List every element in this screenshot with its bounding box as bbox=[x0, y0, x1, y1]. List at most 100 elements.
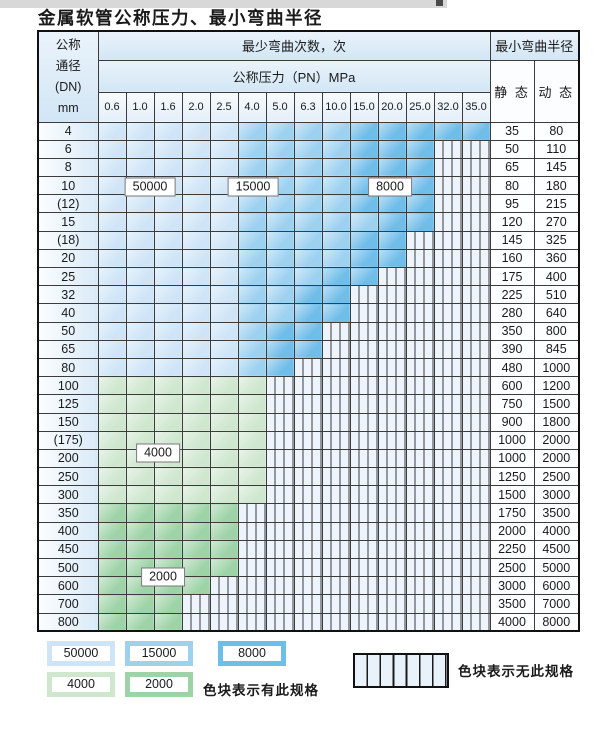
spec-cell bbox=[97, 448, 127, 469]
dynamic-value-cell: 1500 bbox=[533, 394, 580, 414]
spec-cell bbox=[293, 485, 323, 505]
dn-cell: 8 bbox=[37, 157, 99, 178]
spec-cell bbox=[153, 121, 183, 141]
spec-cell bbox=[433, 594, 463, 614]
spec-cell bbox=[153, 503, 183, 523]
spec-cell bbox=[209, 594, 239, 614]
table-row: 40 280 640 bbox=[37, 303, 580, 323]
spec-cell bbox=[97, 394, 127, 414]
spec-cell bbox=[349, 539, 379, 560]
dn-header-line: 通径 bbox=[55, 58, 81, 73]
static-value-cell: 225 bbox=[489, 285, 535, 305]
spec-cell bbox=[293, 230, 323, 250]
static-value-cell: 95 bbox=[489, 194, 535, 214]
spec-cell bbox=[405, 430, 435, 450]
table-row: 800 4000 8000 bbox=[37, 612, 580, 632]
spec-cell bbox=[209, 212, 239, 232]
spec-cell bbox=[433, 357, 463, 378]
spec-cell bbox=[237, 503, 267, 523]
dn-header-cell: 公称 通径 (DN) mm bbox=[37, 30, 99, 123]
spec-cell bbox=[237, 248, 267, 269]
spec-cell bbox=[405, 194, 435, 214]
table-row: 250 1250 2500 bbox=[37, 467, 580, 487]
spec-cell bbox=[153, 321, 183, 341]
spec-cell bbox=[265, 339, 295, 359]
spec-cell bbox=[97, 594, 127, 614]
spec-cell bbox=[125, 521, 155, 541]
spec-cell bbox=[293, 212, 323, 232]
spec-cell bbox=[181, 376, 211, 396]
table-row: 10 80 180 bbox=[37, 176, 580, 196]
spec-table: 公称 通径 (DN) mm 最少弯曲次数，次 最小弯曲半径 公称压力（PN）MP… bbox=[37, 30, 581, 633]
spec-cell bbox=[181, 303, 211, 323]
legend-chip: 2000 bbox=[125, 672, 193, 697]
spec-cell bbox=[293, 339, 323, 359]
spec-cell bbox=[209, 248, 239, 269]
table-row: 150 900 1800 bbox=[37, 412, 580, 432]
spec-cell bbox=[153, 539, 183, 560]
spec-cell bbox=[321, 248, 351, 269]
spec-cell bbox=[377, 303, 407, 323]
spec-cell bbox=[433, 376, 463, 396]
pressure-value-cell: 6.3 bbox=[293, 91, 323, 123]
spec-cell bbox=[97, 485, 127, 505]
spec-cell bbox=[125, 121, 155, 141]
spec-cell bbox=[181, 194, 211, 214]
spec-cell bbox=[321, 139, 351, 159]
pressure-value-cell: 1.6 bbox=[153, 91, 183, 123]
legend-chip-label: 15000 bbox=[130, 646, 188, 661]
spec-cell bbox=[97, 376, 127, 396]
spec-cell bbox=[125, 266, 155, 287]
spec-cell bbox=[405, 121, 435, 141]
table-row: 4 35 80 bbox=[37, 121, 580, 141]
table-row: 65 390 845 bbox=[37, 339, 580, 359]
spec-cell bbox=[433, 485, 463, 505]
static-value-cell: 1000 bbox=[489, 430, 535, 450]
spec-cell bbox=[209, 157, 239, 178]
pressure-header-cell: 公称压力（PN）MPa bbox=[97, 59, 491, 93]
spec-cell bbox=[209, 194, 239, 214]
dynamic-value-cell: 270 bbox=[533, 212, 580, 232]
pressure-value-cell: 15.0 bbox=[349, 91, 379, 123]
spec-cell bbox=[321, 321, 351, 341]
dn-cell: 20 bbox=[37, 248, 99, 269]
dn-cell: 125 bbox=[37, 394, 99, 414]
spec-cell bbox=[349, 303, 379, 323]
spec-cell bbox=[97, 430, 127, 450]
region-label: 4000 bbox=[136, 443, 180, 463]
spec-cell bbox=[461, 121, 491, 141]
spec-cell bbox=[405, 612, 435, 632]
spec-cell bbox=[237, 230, 267, 250]
spec-cell bbox=[293, 594, 323, 614]
spec-cell bbox=[293, 194, 323, 214]
spec-cell bbox=[377, 157, 407, 178]
table-row: 25 175 400 bbox=[37, 266, 580, 287]
spec-cell bbox=[153, 248, 183, 269]
spec-cell bbox=[153, 230, 183, 250]
spec-cell bbox=[349, 594, 379, 614]
pressure-value-cell: 25.0 bbox=[405, 91, 435, 123]
spec-cell bbox=[153, 285, 183, 305]
table-row: 300 1500 3000 bbox=[37, 485, 580, 505]
spec-cell bbox=[349, 467, 379, 487]
spec-cell bbox=[349, 485, 379, 505]
spec-cell bbox=[377, 576, 407, 596]
pressure-value-cell: 2.0 bbox=[181, 91, 211, 123]
dynamic-value-cell: 215 bbox=[533, 194, 580, 214]
dn-cell: 80 bbox=[37, 357, 99, 378]
spec-cell bbox=[377, 266, 407, 287]
spec-cell bbox=[265, 357, 295, 378]
table-row: 32 225 510 bbox=[37, 285, 580, 305]
static-value-cell: 750 bbox=[489, 394, 535, 414]
static-value-cell: 1750 bbox=[489, 503, 535, 523]
spec-cell bbox=[125, 594, 155, 614]
region-label: 50000 bbox=[124, 177, 176, 197]
dn-cell: 15 bbox=[37, 212, 99, 232]
spec-cell bbox=[209, 321, 239, 341]
dn-cell: 4 bbox=[37, 121, 99, 141]
spec-cell bbox=[349, 412, 379, 432]
spec-cell bbox=[293, 430, 323, 450]
spec-cell bbox=[377, 412, 407, 432]
legend-has-spec-text: 色块表示有此规格 bbox=[203, 683, 319, 698]
spec-cell bbox=[97, 230, 127, 250]
